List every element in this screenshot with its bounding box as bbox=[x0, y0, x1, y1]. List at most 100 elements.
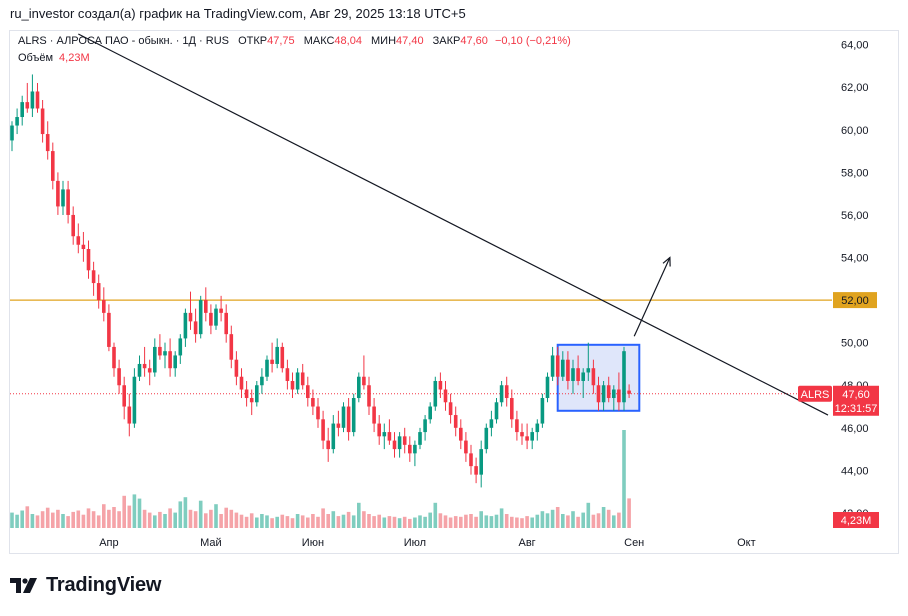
candle-body bbox=[433, 380, 438, 407]
volume-bar bbox=[260, 514, 264, 528]
volume-bar bbox=[428, 512, 432, 528]
volume-bar bbox=[525, 516, 529, 528]
volume-bar bbox=[443, 515, 448, 528]
candles bbox=[10, 74, 631, 488]
candle-body bbox=[35, 91, 40, 109]
symbol-badge-label: ALRS bbox=[801, 389, 830, 401]
candle-body bbox=[198, 300, 203, 335]
volume-bar bbox=[581, 512, 585, 528]
volume-bar bbox=[433, 502, 438, 528]
volume-bar bbox=[535, 514, 540, 528]
volume-bar bbox=[331, 511, 336, 528]
volume-bar bbox=[561, 514, 565, 528]
candle-body bbox=[612, 389, 616, 399]
candle-body bbox=[40, 108, 45, 135]
legend-change-value: −0,10 (−0,21%) bbox=[494, 35, 571, 47]
volume-bar bbox=[81, 514, 86, 528]
volume-bar bbox=[530, 517, 534, 528]
candle-body bbox=[25, 102, 30, 109]
candle-body bbox=[423, 419, 427, 433]
chart-frame bbox=[9, 30, 899, 554]
candle-body bbox=[290, 380, 295, 390]
volume-bar bbox=[285, 516, 290, 528]
volume-bar bbox=[346, 511, 351, 528]
volume-bar bbox=[321, 508, 325, 528]
volume-bar bbox=[168, 508, 172, 528]
candle-body bbox=[331, 423, 336, 450]
volume-bar bbox=[249, 513, 254, 528]
candle-body bbox=[306, 385, 310, 399]
volume-bar bbox=[402, 516, 407, 528]
volume-bar bbox=[484, 515, 489, 528]
volume-legend: Объём 4,23M bbox=[18, 52, 90, 64]
volume-bar bbox=[627, 498, 631, 528]
volume-bar bbox=[300, 515, 305, 528]
volume-bar bbox=[438, 513, 443, 528]
volume-bar bbox=[448, 517, 453, 528]
volume-bar bbox=[61, 514, 65, 528]
x-tick-label: Авг bbox=[518, 537, 535, 549]
volume-bar bbox=[96, 515, 101, 528]
volume-bar bbox=[132, 494, 137, 528]
candle-body bbox=[66, 189, 70, 215]
candle-body bbox=[535, 423, 540, 433]
candle-body bbox=[255, 385, 259, 403]
candle-body bbox=[56, 180, 60, 207]
volume-bar bbox=[606, 509, 611, 528]
volume-bar bbox=[612, 515, 616, 528]
candle-body bbox=[249, 398, 254, 403]
volume-bar bbox=[397, 518, 402, 528]
price-badge-label: 47,60 bbox=[842, 389, 870, 401]
volume-bar bbox=[622, 430, 626, 528]
candle-body bbox=[10, 125, 14, 141]
x-tick-label: Июл bbox=[404, 537, 426, 549]
trendline bbox=[78, 33, 829, 416]
y-tick-label: 62,00 bbox=[841, 82, 869, 94]
candle-body bbox=[499, 385, 504, 403]
candle-body bbox=[86, 249, 91, 271]
legend-high-value: 48,04 bbox=[334, 35, 362, 47]
arrow-line bbox=[633, 257, 671, 337]
candle-body bbox=[555, 355, 560, 377]
candle-body bbox=[346, 406, 351, 433]
volume-bar bbox=[479, 511, 483, 528]
legend-symbol: ALRS · АЛРОСА ПАО - обыкн. · 1Д · RUS bbox=[18, 35, 229, 47]
volume-bar bbox=[617, 512, 621, 528]
candle-body bbox=[606, 385, 611, 399]
candle-body bbox=[622, 351, 626, 403]
candle-body bbox=[321, 419, 325, 441]
volume-bar bbox=[270, 518, 274, 528]
y-tick-label: 64,00 bbox=[841, 40, 869, 52]
candle-body bbox=[520, 432, 524, 437]
volume-bar bbox=[290, 518, 295, 528]
volume-bar bbox=[362, 511, 366, 528]
volume-bar bbox=[377, 514, 381, 528]
candle-body bbox=[229, 334, 234, 360]
candle-body bbox=[545, 376, 550, 399]
volume-bar bbox=[311, 514, 315, 528]
candle-body bbox=[408, 444, 412, 454]
volume-bar bbox=[591, 514, 596, 528]
volume-bar bbox=[275, 516, 279, 528]
candle-body bbox=[601, 385, 606, 403]
volume-bar bbox=[51, 512, 55, 528]
volume-bar bbox=[459, 516, 463, 528]
volume-bar bbox=[555, 507, 560, 528]
volume-badge-label: 4,23M bbox=[841, 515, 872, 527]
volume-bar bbox=[550, 509, 555, 528]
candle-body bbox=[596, 385, 601, 403]
candle-body bbox=[448, 402, 453, 416]
tradingview-logo-text: TradingView bbox=[46, 574, 162, 596]
volume-bar bbox=[540, 511, 545, 528]
candle-body bbox=[510, 398, 514, 420]
candle-body bbox=[30, 91, 35, 109]
candle-body bbox=[280, 346, 285, 369]
candle-body bbox=[275, 346, 279, 364]
candle-body bbox=[295, 372, 300, 390]
candle-body bbox=[260, 376, 264, 386]
candle-body bbox=[438, 380, 443, 390]
volume-bar bbox=[239, 514, 244, 528]
volume-bar bbox=[66, 516, 70, 528]
candle-body bbox=[530, 432, 534, 441]
